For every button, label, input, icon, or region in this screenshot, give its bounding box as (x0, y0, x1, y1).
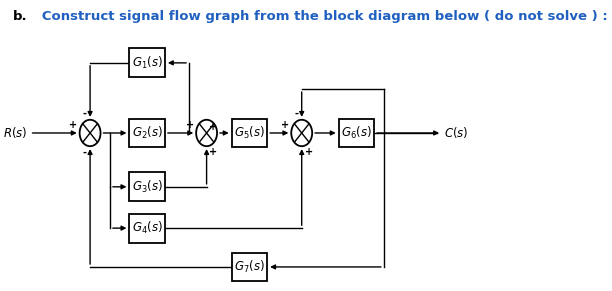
Text: $R(s)$: $R(s)$ (3, 125, 28, 141)
Text: +: + (209, 148, 218, 157)
Text: -: - (83, 109, 86, 118)
Text: b.: b. (13, 10, 27, 23)
Text: $G_4(s)$: $G_4(s)$ (132, 220, 163, 236)
Text: $G_5(s)$: $G_5(s)$ (234, 125, 265, 141)
Text: +: + (209, 122, 218, 132)
Text: $C(s)$: $C(s)$ (444, 125, 469, 141)
Text: Construct signal flow graph from the block diagram below ( do not solve ) :: Construct signal flow graph from the blo… (28, 10, 608, 23)
Text: -: - (294, 109, 298, 118)
Text: +: + (185, 120, 194, 130)
Bar (129, 119, 165, 147)
Bar (129, 49, 165, 77)
Bar (231, 253, 267, 281)
Bar (129, 214, 165, 242)
Text: +: + (281, 120, 289, 130)
Text: +: + (69, 120, 77, 130)
Text: +: + (305, 148, 313, 157)
Ellipse shape (196, 120, 217, 146)
Bar (338, 119, 374, 147)
Bar (129, 172, 165, 201)
Text: $G_3(s)$: $G_3(s)$ (132, 179, 163, 195)
Text: -: - (83, 148, 86, 157)
Ellipse shape (291, 120, 312, 146)
Text: $G_1(s)$: $G_1(s)$ (132, 55, 163, 71)
Text: $G_7(s)$: $G_7(s)$ (234, 259, 265, 275)
Ellipse shape (80, 120, 100, 146)
Text: $G_6(s)$: $G_6(s)$ (341, 125, 372, 141)
Bar (231, 119, 267, 147)
Text: $G_2(s)$: $G_2(s)$ (132, 125, 163, 141)
